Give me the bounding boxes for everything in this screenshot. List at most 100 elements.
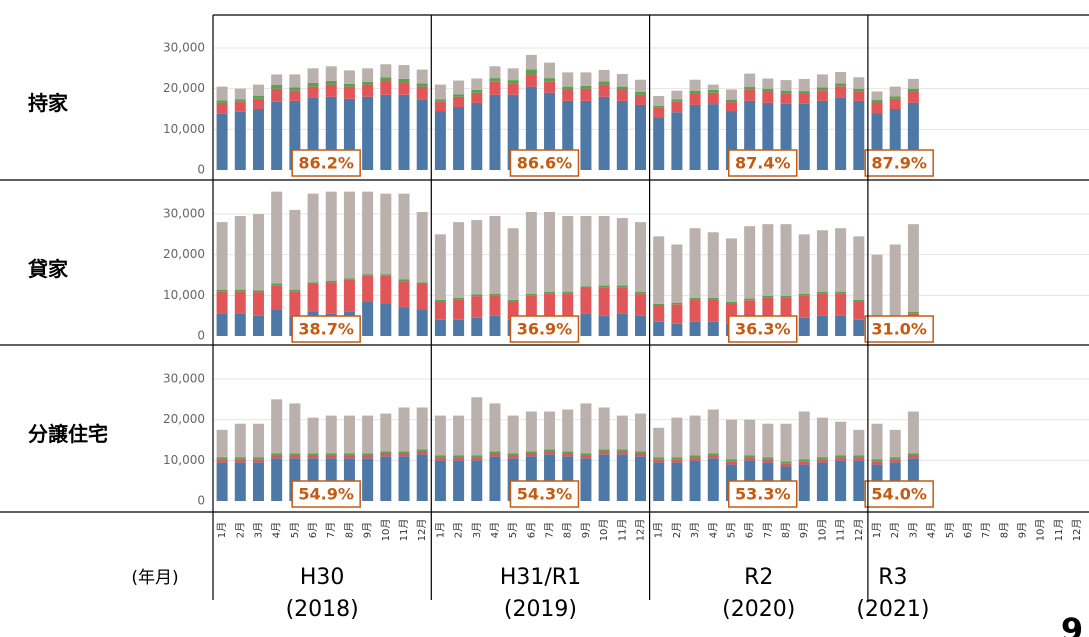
x-tick-label: 10月 <box>1035 519 1047 542</box>
x-tick-label: 2月 <box>234 522 246 538</box>
bar-segment <box>398 307 410 336</box>
bar-segment <box>689 457 701 461</box>
x-tick-label: 2月 <box>453 522 465 538</box>
bar-segment <box>234 291 246 314</box>
bar-segment <box>907 78 919 89</box>
bar-segment <box>871 254 883 317</box>
bar-segment <box>307 453 319 456</box>
bar-segment <box>835 97 847 170</box>
bar-segment <box>780 423 792 462</box>
bar-segment <box>835 83 847 87</box>
bar-segment <box>689 455 701 458</box>
group-year: (2020) <box>722 597 795 622</box>
bar-segment <box>453 460 465 501</box>
bar-segment <box>434 111 446 170</box>
share-label: 31.0% <box>871 320 927 339</box>
bar-segment <box>416 211 428 283</box>
y-tick-label: 30,000 <box>163 41 205 55</box>
bar-segment <box>816 90 828 101</box>
share-box <box>728 149 798 177</box>
bar-segment <box>507 301 519 320</box>
bar-segment <box>762 88 774 92</box>
bar-segment <box>835 457 847 461</box>
bar-segment <box>325 80 337 85</box>
x-tick-label: 12月 <box>853 519 865 542</box>
row-title: 持家 <box>28 91 69 115</box>
bar-segment <box>307 193 319 283</box>
bar-segment <box>434 457 446 461</box>
bar-segment <box>325 282 337 314</box>
bar-segment <box>380 193 392 275</box>
bar-segment <box>598 449 610 451</box>
bar-segment <box>252 292 264 316</box>
x-tick-label: 7月 <box>762 522 774 538</box>
bar-segment <box>653 457 665 460</box>
group-label: R2 <box>744 565 773 590</box>
bar-segment <box>871 461 883 465</box>
bar-segment <box>325 280 337 283</box>
bar-segment <box>544 454 556 501</box>
x-tick-label: 5月 <box>725 522 737 538</box>
bar-segment <box>671 457 683 460</box>
bar-segment <box>635 91 647 95</box>
bar-segment <box>725 459 737 462</box>
bar-segment <box>889 96 901 99</box>
bar-segment <box>616 415 628 450</box>
bar-segment <box>853 77 865 89</box>
bar-segment <box>835 228 847 292</box>
bar-segment <box>234 289 246 292</box>
bar-segment <box>816 462 828 501</box>
group-year: (2019) <box>504 597 577 622</box>
bar-segment <box>653 105 665 108</box>
bar-segment <box>362 301 374 336</box>
bar-segment <box>562 291 574 294</box>
bar-segment <box>707 84 719 90</box>
x-tick-label: 3月 <box>471 522 483 538</box>
bar-segment <box>416 449 428 451</box>
group-year: (2021) <box>856 597 929 622</box>
bar-segment <box>434 415 446 456</box>
bar-segment <box>616 285 628 288</box>
bar-segment <box>853 455 865 458</box>
bar-segment <box>798 317 810 336</box>
bar-segment <box>343 415 355 454</box>
x-tick-label: 1月 <box>216 522 228 538</box>
bar-segment <box>653 427 665 458</box>
bar-segment <box>380 94 392 170</box>
bar-segment <box>635 456 647 501</box>
bar-segment <box>234 462 246 501</box>
bar-segment <box>907 91 919 103</box>
bar-segment <box>816 230 828 292</box>
bar-segment <box>507 299 519 302</box>
bar-segment <box>689 299 701 322</box>
bar-segment <box>835 86 847 98</box>
bar-segment <box>635 451 647 454</box>
bar-segment <box>398 193 410 280</box>
bar-segment <box>471 78 483 90</box>
share-label: 36.3% <box>735 320 791 339</box>
x-tick-label: 1月 <box>871 522 883 538</box>
bar-segment <box>580 85 592 89</box>
bar-segment <box>544 450 556 455</box>
x-tick-label: 4月 <box>489 522 501 538</box>
bar-segment <box>598 407 610 450</box>
bar-segment <box>707 232 719 298</box>
bar-segment <box>362 274 374 276</box>
bar-segment <box>525 293 537 296</box>
bar-segment <box>671 462 683 501</box>
bar-segment <box>307 283 319 312</box>
bar-segment <box>434 319 446 336</box>
bar-segment <box>380 303 392 336</box>
y-tick-label: 30,000 <box>163 207 205 221</box>
bar-segment <box>598 96 610 170</box>
bar-segment <box>289 453 301 456</box>
bar-segment <box>889 459 901 463</box>
x-tick-label: 11月 <box>398 519 410 542</box>
bar-segment <box>616 454 628 501</box>
bar-segment <box>635 293 647 316</box>
bar-segment <box>398 453 410 457</box>
bar-segment <box>616 313 628 336</box>
bar-segment <box>671 417 683 458</box>
bar-segment <box>816 74 828 88</box>
